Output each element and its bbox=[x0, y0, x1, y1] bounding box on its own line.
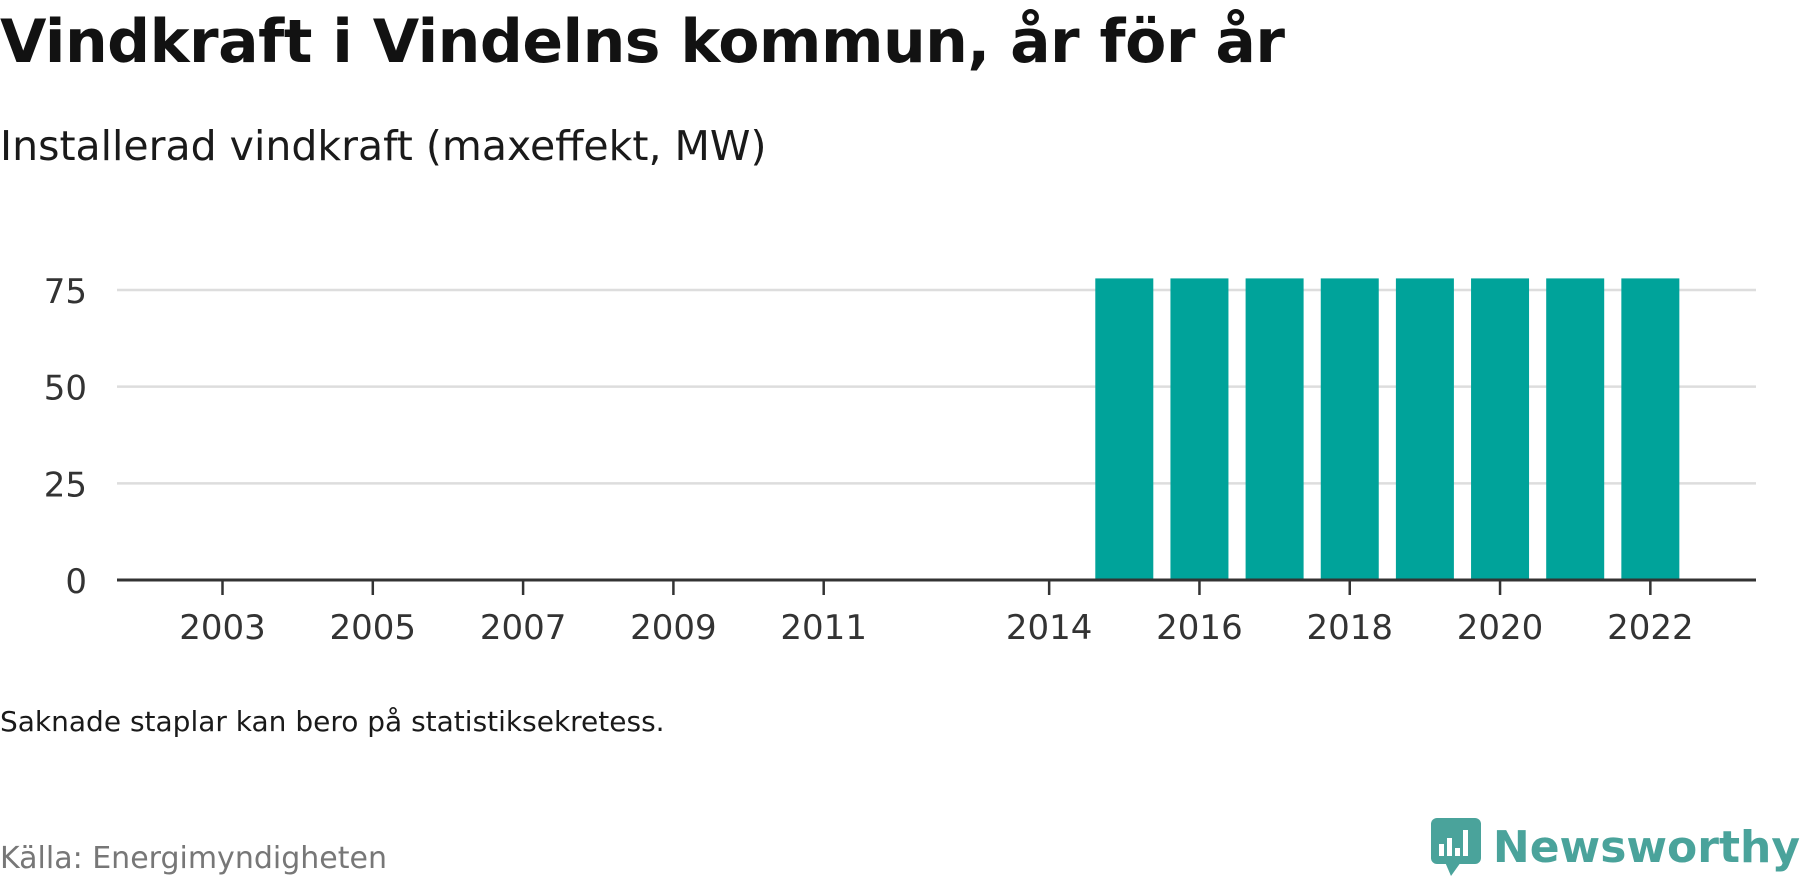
bar-2017 bbox=[1245, 278, 1304, 580]
x-tick-label: 2011 bbox=[780, 608, 867, 648]
x-axis bbox=[117, 578, 1756, 595]
bar-2020 bbox=[1471, 278, 1530, 580]
chart-subtitle: Installerad vindkraft (maxeffekt, MW) bbox=[0, 122, 767, 170]
x-tick-label: 2018 bbox=[1306, 608, 1393, 648]
y-tick-label: 75 bbox=[44, 272, 87, 312]
bar-2021 bbox=[1546, 278, 1605, 580]
bar-2018 bbox=[1320, 278, 1379, 580]
x-tick-label: 2005 bbox=[330, 608, 417, 648]
y-tick-label: 50 bbox=[44, 369, 87, 409]
bar-2016 bbox=[1170, 278, 1229, 580]
y-tick-label: 0 bbox=[65, 562, 87, 602]
x-tick-label: 2009 bbox=[630, 608, 717, 648]
bars bbox=[1095, 278, 1680, 580]
bar-2019 bbox=[1395, 278, 1454, 580]
x-tick-label: 2007 bbox=[480, 608, 567, 648]
chart-title: Vindkraft i Vindelns kommun, år för år bbox=[0, 7, 1285, 77]
footnote: Saknade staplar kan bero på statistiksek… bbox=[0, 705, 665, 738]
bar-2022 bbox=[1621, 278, 1680, 580]
x-tick-label: 2020 bbox=[1457, 608, 1544, 648]
x-tick-label: 2014 bbox=[1006, 608, 1093, 648]
brand-name: Newsworthy bbox=[1492, 822, 1800, 873]
x-tick-label: 2022 bbox=[1607, 608, 1694, 648]
source-credit: Källa: Energimyndigheten bbox=[0, 841, 387, 876]
x-tick-label: 2016 bbox=[1156, 608, 1243, 648]
x-tick-label: 2003 bbox=[179, 608, 266, 648]
x-axis-tick-labels: 2003 2005 2007 2009 2011 2014 2016 2018 2020 2022 bbox=[179, 608, 1693, 648]
chart-speech-bubble-icon bbox=[1430, 818, 1481, 876]
y-axis-tick-labels: 0 25 50 75 bbox=[44, 272, 87, 602]
y-tick-label: 25 bbox=[44, 465, 87, 505]
brand-logo-link[interactable]: Newsworthy bbox=[1430, 818, 1800, 878]
bar-2015 bbox=[1095, 278, 1154, 580]
